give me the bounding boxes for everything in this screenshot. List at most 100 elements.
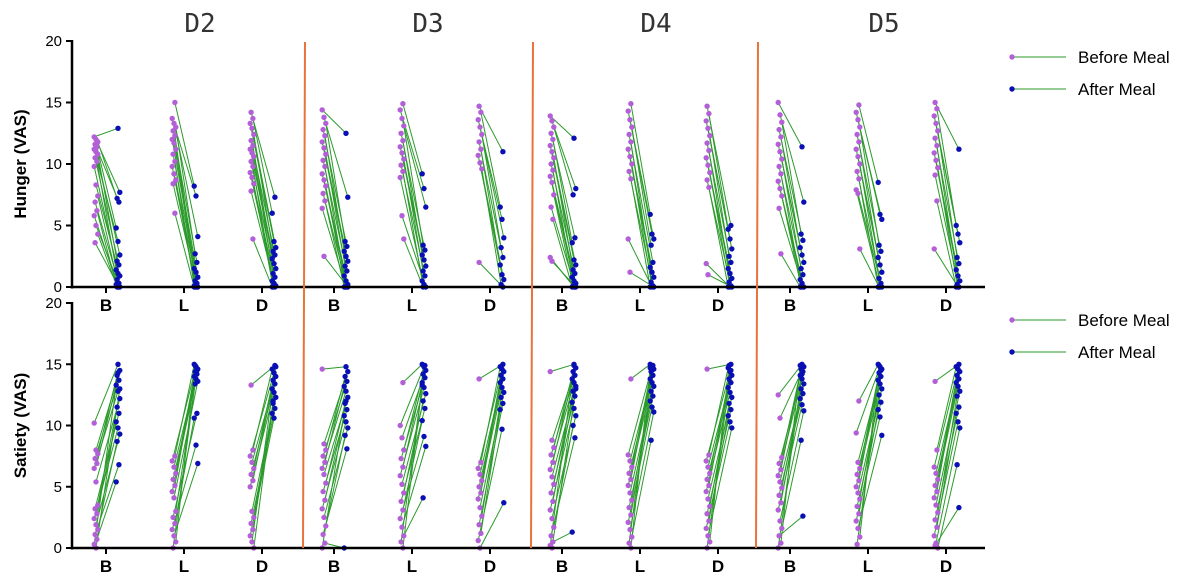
before-meal-point	[323, 523, 329, 529]
x-category-label: D	[256, 557, 268, 576]
y-axis-title: Satiety (VAS)	[11, 373, 30, 479]
after-meal-point	[421, 433, 427, 440]
connection-line	[934, 507, 960, 546]
before-meal-point	[628, 101, 634, 107]
connection-line	[935, 427, 961, 544]
after-meal-point	[956, 260, 962, 267]
before-meal-point	[249, 174, 255, 181]
y-tick-label: 15	[45, 356, 62, 373]
day-dividers-layer	[302, 41, 759, 549]
y-axis-title: Hunger (VAS)	[11, 109, 30, 218]
after-meal-point	[649, 269, 655, 275]
before-meal-point	[398, 455, 404, 462]
before-meal-point	[625, 452, 631, 458]
before-meal-point	[854, 503, 860, 510]
before-meal-point	[705, 125, 711, 131]
after-meal-point	[569, 529, 575, 535]
connection-line	[325, 186, 346, 288]
after-meal-point	[423, 204, 429, 210]
before-meal-point	[853, 430, 859, 436]
before-meal-point	[551, 124, 557, 130]
legend-after-marker	[1009, 86, 1015, 92]
x-category-label: B	[328, 557, 340, 576]
x-category-label: B	[556, 296, 568, 315]
before-meal-point	[779, 119, 785, 125]
before-meal-point	[704, 511, 710, 517]
after-meal-point	[650, 393, 656, 399]
before-meal-point	[248, 109, 254, 116]
before-meal-point	[476, 484, 482, 490]
before-meal-point	[775, 473, 781, 479]
after-meal-point	[957, 425, 963, 431]
connection-line	[321, 109, 347, 134]
before-meal-point	[775, 178, 781, 184]
before-meal-point	[475, 152, 481, 159]
before-meal-point	[172, 99, 178, 106]
after-meal-point	[419, 417, 425, 424]
before-meal-point	[703, 458, 709, 464]
before-meal-point	[705, 464, 711, 470]
after-meal-point	[800, 390, 806, 397]
after-meal-point	[419, 171, 425, 177]
before-meal-point	[777, 479, 783, 485]
before-meal-point	[931, 533, 937, 539]
after-meal-point	[117, 431, 123, 437]
before-meal-point	[706, 452, 712, 458]
x-category-label: B	[556, 557, 568, 576]
before-meal-point	[323, 183, 329, 189]
before-meal-point	[935, 509, 941, 516]
after-meal-point	[499, 426, 505, 432]
connection-line	[94, 127, 119, 138]
connection-line	[708, 113, 729, 230]
before-meal-point	[397, 144, 403, 150]
connection-line	[855, 366, 881, 434]
before-meal-point	[92, 531, 98, 538]
after-meal-point	[957, 388, 963, 394]
connection-line	[858, 380, 879, 481]
before-meal-point	[248, 382, 254, 388]
after-meal-point	[423, 263, 429, 269]
after-meal-point	[876, 392, 882, 398]
before-meal-point	[627, 490, 633, 496]
connection-line	[402, 385, 423, 549]
before-meal-point	[931, 464, 937, 470]
after-meal-point	[499, 384, 505, 391]
connection-line	[855, 189, 881, 288]
before-meal-point	[477, 160, 483, 166]
x-category-label: L	[179, 557, 189, 576]
before-meal-point	[319, 139, 325, 145]
connection-line	[172, 413, 198, 518]
before-meal-point	[549, 149, 555, 155]
connection-line	[631, 127, 652, 246]
connection-line	[934, 406, 960, 520]
before-meal-point	[853, 146, 859, 152]
after-meal-point	[801, 408, 807, 414]
before-meal-point	[777, 415, 783, 421]
connection-line	[936, 200, 957, 288]
before-meal-point	[548, 161, 554, 167]
after-meal-point	[728, 259, 734, 266]
before-meal-point	[854, 541, 860, 547]
connection-line	[171, 444, 197, 530]
day-divider	[755, 41, 759, 549]
before-meal-point	[629, 464, 635, 470]
after-meal-point	[800, 237, 806, 243]
before-meal-point	[775, 392, 781, 398]
before-meal-point	[92, 455, 98, 462]
before-meal-point	[932, 482, 938, 489]
connection-line	[95, 388, 121, 549]
after-meal-point	[342, 263, 348, 269]
connection-line	[549, 145, 575, 261]
before-meal-point	[855, 459, 861, 465]
before-meal-point	[399, 524, 405, 530]
before-meal-point	[172, 482, 178, 489]
after-meal-point	[726, 253, 732, 259]
x-category-label: D	[712, 557, 724, 576]
after-meal-point	[342, 373, 348, 380]
before-meal-point	[321, 177, 327, 183]
connection-line	[96, 146, 117, 229]
before-meal-point	[171, 140, 177, 146]
before-meal-point	[934, 524, 940, 530]
connection-line	[321, 391, 347, 469]
before-meal-point	[549, 258, 555, 264]
